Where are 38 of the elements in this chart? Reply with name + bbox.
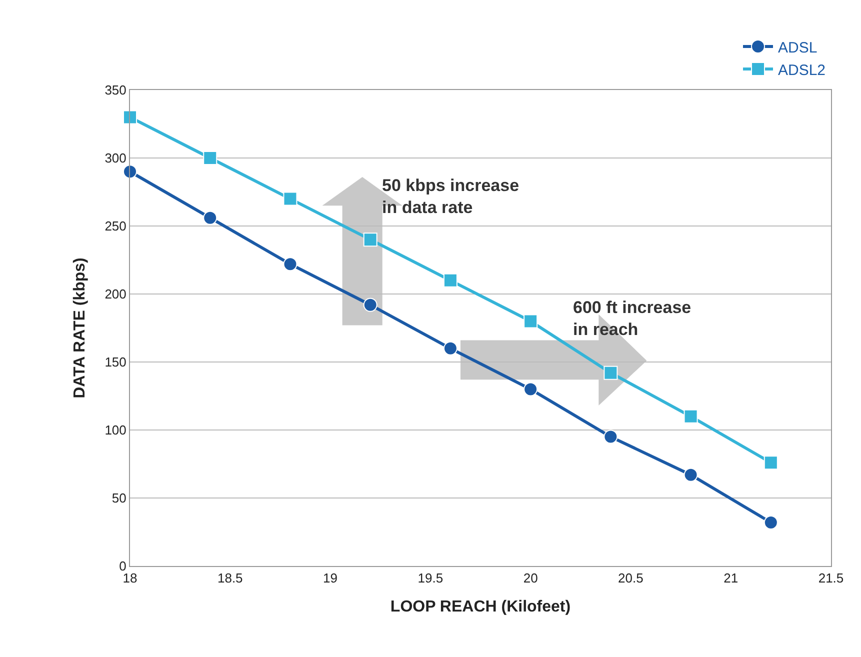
point (764, 456, 778, 470)
point (363, 298, 378, 312)
y-tick-label: 300 (104, 150, 126, 166)
x-tick-label: 19 (323, 570, 338, 586)
point (764, 515, 778, 530)
point (203, 210, 218, 225)
x-tick-label: 20.5 (618, 570, 644, 586)
x-tick-label: 21 (724, 570, 738, 586)
x-tick-label: 18.5 (217, 570, 243, 586)
annotation: 50 kbps increase in data rate (382, 176, 520, 218)
y-tick-label: 100 (104, 422, 126, 438)
point (524, 382, 538, 396)
annotation: 600 ft increase in reach (573, 298, 692, 340)
point (604, 430, 618, 444)
point (604, 366, 618, 380)
x-tick-label: 19.5 (418, 570, 444, 586)
point (684, 409, 698, 424)
y-tick-label: 50 (112, 490, 126, 506)
point (684, 468, 698, 482)
point (123, 110, 137, 124)
y-tick-label: 150 (104, 354, 126, 370)
point (203, 151, 218, 165)
point (283, 257, 298, 272)
y-tick-label: 200 (104, 286, 126, 302)
x-tick-label: 21.5 (818, 570, 844, 586)
point (283, 192, 298, 206)
x-axis-title: LOOP REACH (Kilofeet) (390, 598, 571, 616)
legend-label: ADSL2 (778, 62, 826, 79)
legend-label: ADSL (778, 39, 818, 56)
point (443, 341, 458, 356)
point (123, 164, 137, 179)
y-tick-label: 350 (104, 82, 126, 98)
point (363, 232, 378, 247)
y-axis-title: DATA RATE (kbps) (72, 258, 89, 398)
y-tick-label: 250 (104, 218, 126, 234)
point (524, 314, 538, 328)
point (443, 273, 458, 288)
x-tick-label: 20 (523, 570, 538, 586)
